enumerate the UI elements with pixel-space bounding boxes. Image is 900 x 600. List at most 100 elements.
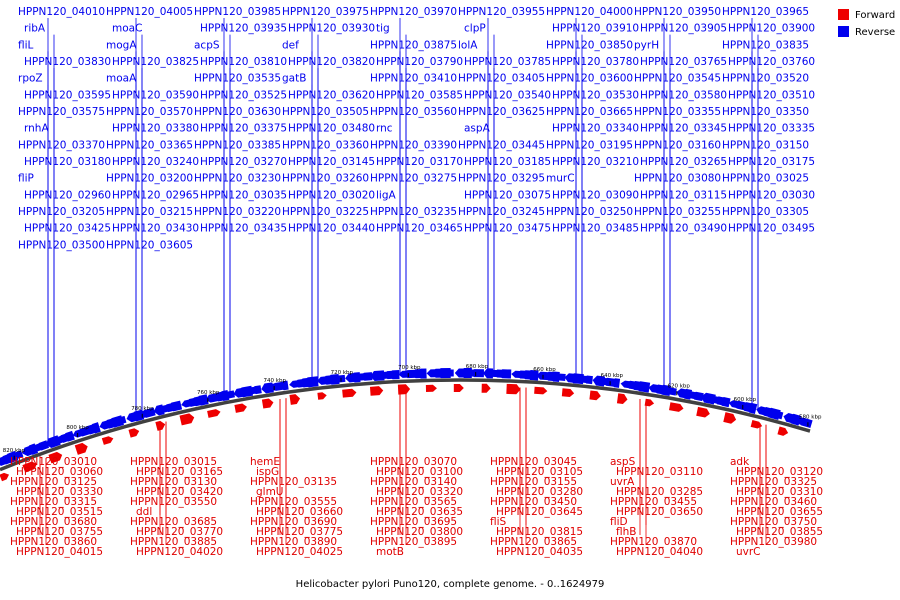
forward-gene-label: HPPN120_03815 [496, 526, 583, 538]
forward-gene-label: HPPN120_03565 [370, 496, 457, 508]
forward-gene-label: HPPN120_03060 [16, 466, 103, 478]
reverse-gene-label: HPPN120_03195 [546, 139, 633, 151]
reverse-gene-label: mogA [106, 39, 137, 51]
reverse-gene-label: HPPN120_03090 [552, 189, 639, 201]
forward-gene-feature [506, 383, 521, 395]
reverse-gene-feature [36, 440, 50, 451]
reverse-gene-feature [610, 378, 621, 388]
forward-gene-label: HPPN120_03450 [490, 496, 577, 508]
reverse-gene-label: HPPN120_03215 [106, 206, 193, 218]
forward-gene-label: HPPN120_04015 [16, 546, 103, 558]
forward-gene-label: HPPN120_04035 [496, 546, 583, 558]
reverse-gene-label: lolA [458, 39, 478, 51]
scale-tick-label: 600 kbp [734, 397, 757, 403]
reverse-gene-label: HPPN120_03620 [288, 89, 375, 101]
forward-gene-label: HPPN120_03895 [370, 536, 457, 548]
reverse-gene-label: HPPN120_03820 [288, 56, 375, 68]
reverse-gene-label: HPPN120_03435 [200, 223, 287, 235]
scale-ticks: 580 kbp 600 kbp 620 kbp 640 kbp 660 kbp 680 k… [3, 364, 822, 460]
reverse-gene-label: HPPN120_03605 [106, 239, 193, 251]
reverse-gene-label: HPPN120_03760 [728, 56, 815, 68]
label-connectors [39, 18, 767, 545]
reverse-gene-label: HPPN120_03245 [458, 206, 545, 218]
reverse-gene-label: HPPN120_03235 [370, 206, 457, 218]
reverse-gene-label: rnhA [24, 123, 49, 135]
reverse-gene-label: HPPN120_03365 [106, 139, 193, 151]
reverse-gene-label: pyrH [634, 39, 659, 51]
reverse-gene-label: HPPN120_03975 [282, 6, 369, 18]
reverse-gene-label: HPPN120_03075 [464, 189, 551, 201]
forward-gene-feature [723, 412, 737, 424]
scale-tick-label: 760 kbp [197, 390, 220, 396]
forward-gene-label: HPPN120_03045 [490, 456, 577, 468]
reverse-gene-label: HPPN120_03575 [18, 106, 105, 118]
reverse-gene-feature [498, 369, 512, 379]
reverse-gene-feature [718, 396, 731, 408]
forward-gene-label: HPPN120_03155 [490, 476, 577, 488]
reverse-gene-label: HPPN120_03185 [464, 156, 551, 168]
reverse-gene-label: HPPN120_03175 [728, 156, 815, 168]
forward-gene-label: HPPN120_03635 [376, 506, 463, 518]
reverse-gene-label: HPPN120_03825 [112, 56, 199, 68]
forward-gene-feature [207, 409, 221, 418]
forward-gene-feature [750, 420, 763, 429]
forward-gene-feature [48, 451, 63, 464]
legend-forward-swatch [838, 9, 849, 20]
reverse-gene-label: HPPN120_03570 [106, 106, 193, 118]
reverse-gene-feature [332, 374, 346, 383]
genome-backbone [0, 378, 811, 472]
reverse-gene-label: ribA [24, 23, 46, 35]
forward-gene-label: HPPN120_03655 [736, 506, 823, 518]
reverse-gene-label: HPPN120_02960 [24, 189, 111, 201]
reverse-gene-label: HPPN120_03445 [458, 139, 545, 151]
reverse-gene-feature [416, 368, 427, 379]
scale-tick-label: 740 kbp [264, 378, 287, 384]
reverse-gene-label: HPPN120_03850 [546, 39, 633, 51]
reverse-gene-label: HPPN120_03585 [376, 89, 463, 101]
forward-gene-feature [179, 413, 195, 426]
reverse-gene-label: HPPN120_03025 [722, 173, 809, 185]
gene-features [0, 367, 813, 482]
reverse-gene-label: HPPN120_03970 [370, 6, 457, 18]
reverse-gene-feature [10, 450, 24, 460]
reverse-gene-label: HPPN120_03495 [728, 223, 815, 235]
forward-gene-feature [369, 386, 384, 396]
forward-gene-feature [101, 436, 114, 445]
reverse-gene-label: HPPN120_03425 [24, 223, 111, 235]
forward-gene-label: HPPN120_03070 [370, 456, 457, 468]
forward-gene-label: HPPN120_04025 [256, 546, 343, 558]
reverse-gene-label: HPPN120_03375 [200, 123, 287, 135]
reverse-gene-label: HPPN120_03950 [634, 6, 721, 18]
reverse-gene-label: HPPN120_04010 [18, 6, 105, 18]
forward-gene-label: HPPN120_03010 [10, 456, 97, 468]
forward-gene-label: HPPN120_03685 [130, 516, 217, 528]
scale-tick-label: 680 kbp [466, 364, 489, 370]
reverse-gene-feature [63, 430, 75, 442]
reverse-gene-label: HPPN120_02965 [112, 189, 199, 201]
reverse-gene-label: HPPN120_03465 [376, 223, 463, 235]
reverse-gene-label: HPPN120_03225 [282, 206, 369, 218]
forward-gene-label: HPPN120_04040 [616, 546, 703, 558]
forward-gene-label: HPPN120_03420 [136, 486, 223, 498]
reverse-gene-label: HPPN120_03205 [18, 206, 105, 218]
reverse-gene-label: HPPN120_03405 [458, 73, 545, 85]
scale-tick-label: 720 kbp [331, 370, 354, 376]
reverse-gene-label: HPPN120_03230 [194, 173, 281, 185]
reverse-gene-label: HPPN120_03505 [282, 106, 369, 118]
forward-gene-feature [589, 390, 601, 401]
reverse-gene-feature [526, 370, 539, 381]
forward-gene-label: HPPN120_03100 [376, 466, 463, 478]
reverse-gene-label: HPPN120_03150 [722, 139, 809, 151]
forward-gene-label: HPPN120_03130 [130, 476, 217, 488]
reverse-gene-feature [141, 407, 156, 418]
reverse-gene-label: HPPN120_03035 [200, 189, 287, 201]
gene-labels: HPPN120_04010 HPPN120_04005 HPPN120_03985 H… [10, 6, 823, 558]
forward-gene-feature [453, 383, 464, 393]
reverse-gene-feature [370, 370, 385, 381]
reverse-gene-label: HPPN120_03430 [112, 223, 199, 235]
forward-gene-label: HPPN120_03315 [10, 496, 97, 508]
forward-gene-feature [128, 428, 140, 438]
reverse-gene-label: HPPN120_03340 [552, 123, 639, 135]
reverse-gene-feature [304, 376, 319, 388]
forward-gene-label: flhB [616, 526, 636, 538]
